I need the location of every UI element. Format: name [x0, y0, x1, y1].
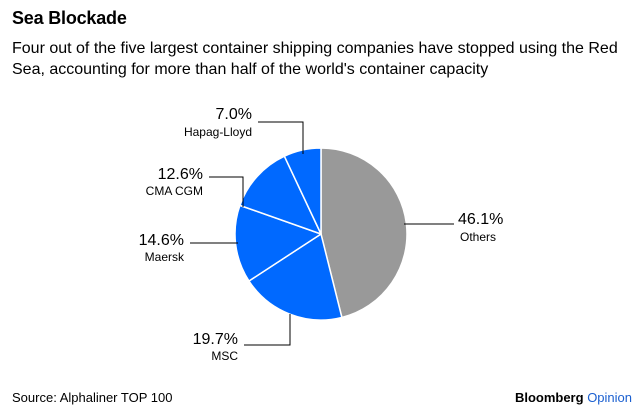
leader-line-msc — [244, 314, 291, 346]
chart-title: Sea Blockade — [12, 8, 127, 28]
slice-name-label-msc: MSC — [211, 349, 238, 363]
leader-line-hapag-lloyd — [258, 121, 304, 154]
pie-slice-others — [320, 147, 408, 319]
pie-labels: 46.1% Others 19.7%MSC 14.6%Maersk 12.6%CMA C… — [139, 106, 504, 363]
leader-line-cma-cgm — [209, 176, 244, 207]
slice-name-label-others: Others — [460, 230, 496, 244]
brand-logo: Bloomberg Opinion — [515, 390, 632, 405]
slice-value-label-hapag-lloyd: 7.0% — [216, 106, 252, 123]
brand-primary: Bloomberg — [514, 390, 584, 405]
slice-value-label-msc: 19.7% — [193, 331, 238, 348]
slice-name-label-hapag-lloyd: Hapag-Lloyd — [184, 125, 252, 139]
slice-value-label-cma-cgm: 12.6% — [158, 166, 203, 183]
pie-slice-hapag-lloyd — [283, 147, 322, 235]
pie-chart: 46.1% Others 19.7%MSC 14.6%Maersk 12.6%CMA C… — [139, 106, 504, 363]
chart-subtitle: Four out of the five largest container s… — [12, 40, 618, 78]
slice-name-label-maersk: Maersk — [145, 250, 185, 264]
source-note: Source: Alphaliner TOP 100 — [12, 390, 173, 405]
pie-slices — [234, 147, 408, 321]
pie-slice-maersk — [234, 204, 322, 282]
slice-value-label-others: 46.1% — [458, 211, 503, 228]
slice-name-label-cma-cgm: CMA CGM — [146, 184, 203, 198]
slice-value-label-maersk: 14.6% — [139, 232, 184, 249]
brand-secondary: Opinion — [587, 390, 632, 405]
pie-slice-cma-cgm — [239, 155, 322, 235]
